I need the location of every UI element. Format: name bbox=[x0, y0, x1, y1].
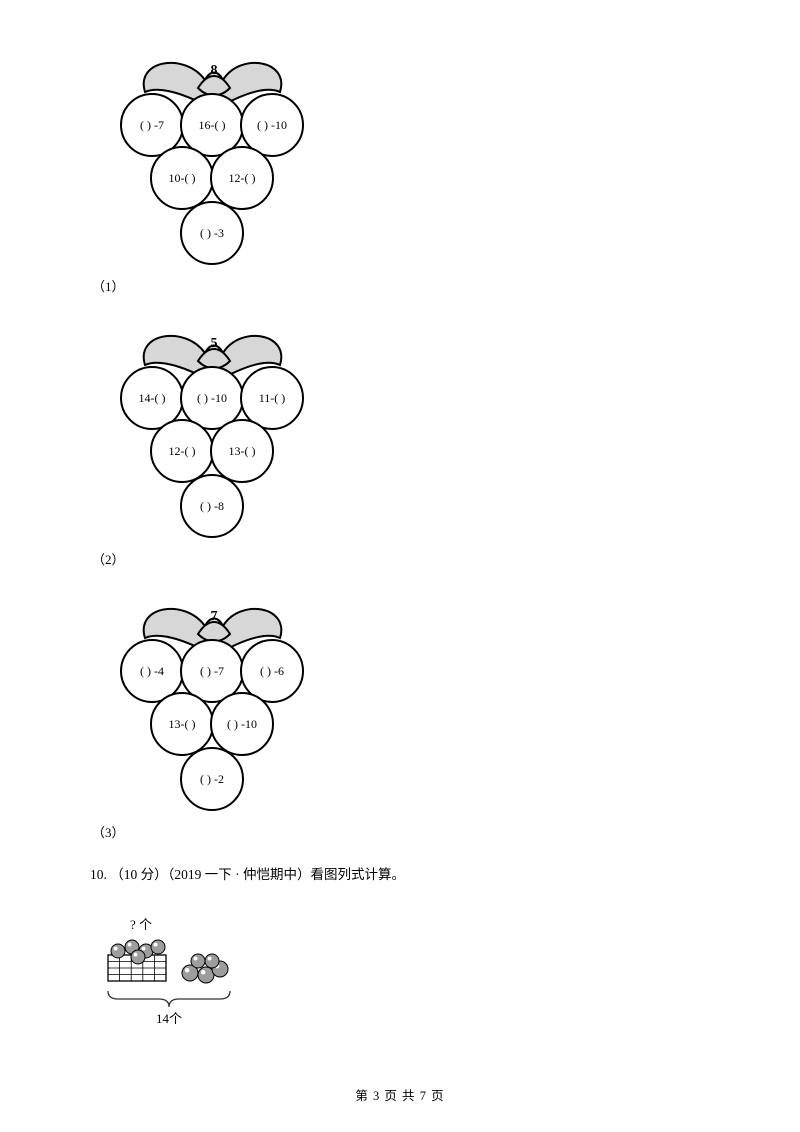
svg-text:5: 5 bbox=[211, 336, 218, 351]
q10-svg: ? 个 14个 bbox=[90, 911, 290, 1031]
svg-text:( ) -10: ( ) -10 bbox=[227, 717, 257, 731]
page-footer: 第 3 页 共 7 页 bbox=[0, 1085, 800, 1104]
svg-text:( ) -10: ( ) -10 bbox=[257, 118, 287, 132]
svg-text:10-( ): 10-( ) bbox=[169, 171, 196, 185]
svg-text:14个: 14个 bbox=[156, 1011, 182, 1026]
grape-block-2: 5 14-( ) ( ) -10 11-( ) 12-( ) 13-( ) ( ) -8 （… bbox=[90, 313, 710, 568]
footer-prefix: 第 bbox=[355, 1089, 373, 1103]
question-10-figure: ? 个 14个 bbox=[90, 911, 710, 1036]
svg-text:( ) -8: ( ) -8 bbox=[200, 499, 224, 513]
svg-text:11-( ): 11-( ) bbox=[259, 391, 286, 405]
svg-text:( ) -6: ( ) -6 bbox=[260, 664, 284, 678]
svg-text:7: 7 bbox=[211, 609, 218, 624]
grape-block-3: 7 ( ) -4 ( ) -7 ( ) -6 13-( ) ( ) -10 ( ) -2 （… bbox=[90, 586, 710, 841]
page-content: 8 ( ) -7 16-( ) ( ) -10 10-( ) 12-( ) ( ) -3 （… bbox=[0, 0, 800, 1036]
grape-svg-3: 7 ( ) -4 ( ) -7 ( ) -6 13-( ) ( ) -10 ( ) -2 bbox=[90, 586, 340, 816]
grape-svg-2: 5 14-( ) ( ) -10 11-( ) 12-( ) 13-( ) ( ) -8 bbox=[90, 313, 340, 543]
footer-suffix: 页 bbox=[427, 1089, 445, 1103]
svg-text:( ) -3: ( ) -3 bbox=[200, 226, 224, 240]
sub-label-1: （1） bbox=[92, 276, 710, 295]
svg-text:13-( ): 13-( ) bbox=[229, 444, 256, 458]
svg-text:14-( ): 14-( ) bbox=[139, 391, 166, 405]
svg-text:16-( ): 16-( ) bbox=[199, 118, 226, 132]
grape-svg-1: 8 ( ) -7 16-( ) ( ) -10 10-( ) 12-( ) ( ) -3 bbox=[90, 40, 340, 270]
svg-text:12-( ): 12-( ) bbox=[229, 171, 256, 185]
svg-text:( ) -2: ( ) -2 bbox=[200, 772, 224, 786]
svg-text:( ) -7: ( ) -7 bbox=[200, 664, 224, 678]
svg-text:( ) -7: ( ) -7 bbox=[140, 118, 164, 132]
svg-text:( ) -10: ( ) -10 bbox=[197, 391, 227, 405]
grape-block-1: 8 ( ) -7 16-( ) ( ) -10 10-( ) 12-( ) ( ) -3 （… bbox=[90, 40, 710, 295]
svg-text:12-( ): 12-( ) bbox=[169, 444, 196, 458]
footer-mid: 页 共 bbox=[380, 1089, 419, 1103]
sub-label-3: （3） bbox=[92, 822, 710, 841]
question-10-text: 10. （10 分）（2019 一下 · 仲恺期中）看图列式计算。 bbox=[90, 863, 710, 883]
sub-label-2: （2） bbox=[92, 549, 710, 568]
footer-total-page: 7 bbox=[420, 1089, 427, 1103]
svg-text:( ) -4: ( ) -4 bbox=[140, 664, 164, 678]
svg-text:? 个: ? 个 bbox=[130, 917, 152, 932]
svg-text:13-( ): 13-( ) bbox=[169, 717, 196, 731]
svg-text:8: 8 bbox=[211, 63, 218, 78]
